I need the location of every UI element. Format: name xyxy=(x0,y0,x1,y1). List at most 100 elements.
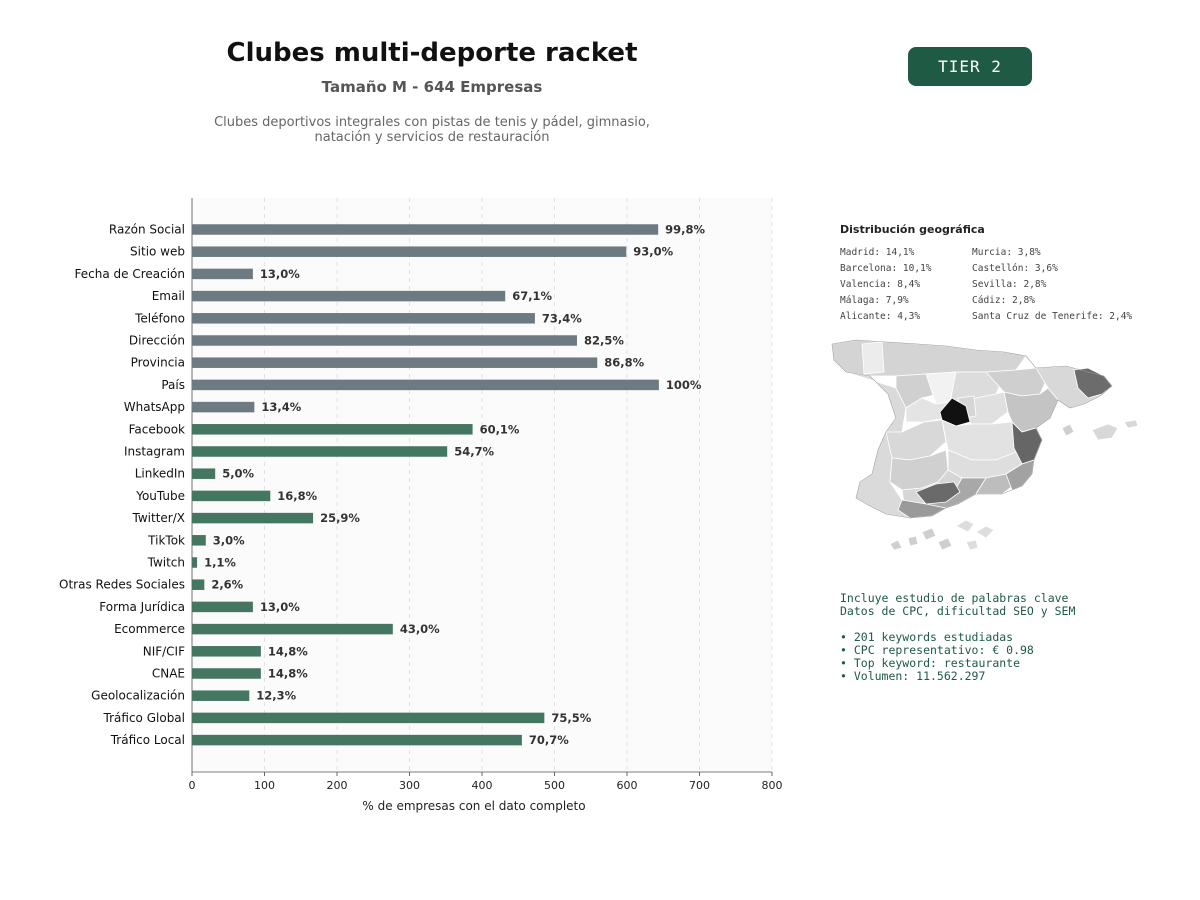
data-label: 43,0% xyxy=(400,622,440,636)
category-label: Otras Redes Sociales xyxy=(59,578,185,592)
page-title: Clubes multi-deporte racket xyxy=(226,38,638,68)
geo-item: Alicante: 4,3% xyxy=(840,311,921,322)
x-axis-label: % de empresas con el dato completo xyxy=(362,799,585,813)
x-tick-label: 500 xyxy=(544,779,565,792)
category-label: Razón Social xyxy=(109,223,185,237)
category-label: Sitio web xyxy=(130,245,185,259)
bar xyxy=(192,712,545,724)
geo-item: Málaga: 7,9% xyxy=(840,295,909,306)
data-label: 2,6% xyxy=(211,578,243,592)
category-label: YouTube xyxy=(135,489,185,503)
x-tick-label: 400 xyxy=(472,779,493,792)
data-label: 14,8% xyxy=(268,644,308,658)
category-label: TikTok xyxy=(147,533,185,547)
data-label: 67,1% xyxy=(512,289,552,303)
bar xyxy=(192,468,216,479)
bar xyxy=(192,446,448,457)
category-label: Teléfono xyxy=(134,311,185,325)
x-tick-label: 800 xyxy=(762,779,783,792)
data-label: 3,0% xyxy=(213,533,245,547)
tier-badge: TIER 2 xyxy=(908,47,1032,86)
category-label: Email xyxy=(152,289,185,303)
category-label: Forma Jurídica xyxy=(99,600,185,614)
keyword-bullet: • 201 keywords estudiadas xyxy=(840,630,1014,644)
data-label: 100% xyxy=(666,378,702,392)
x-tick-label: 600 xyxy=(617,779,638,792)
data-label: 14,8% xyxy=(268,667,308,681)
category-label: Instagram xyxy=(124,445,185,459)
data-label: 12,3% xyxy=(256,689,296,703)
bar xyxy=(192,401,255,413)
x-tick-label: 700 xyxy=(689,779,710,792)
bar xyxy=(192,535,206,546)
category-label: Provincia xyxy=(131,356,185,370)
bar xyxy=(192,246,627,257)
data-label: 82,5% xyxy=(584,334,624,348)
data-label: 16,8% xyxy=(277,489,317,503)
category-label: Facebook xyxy=(129,422,185,436)
geo-item: Murcia: 3,8% xyxy=(972,247,1041,258)
category-label: Ecommerce xyxy=(114,622,185,636)
geo-item: Castellón: 3,6% xyxy=(972,263,1058,274)
geo-item: Madrid: 14,1% xyxy=(840,247,915,258)
category-label: Tráfico Global xyxy=(103,711,185,725)
bar xyxy=(192,268,253,280)
data-label: 73,4% xyxy=(542,311,582,325)
bar xyxy=(192,290,506,302)
geo-item: Barcelona: 10,1% xyxy=(840,263,932,274)
data-label: 86,8% xyxy=(604,356,644,370)
bar xyxy=(192,224,659,235)
page-description: Clubes deportivos integrales con pistas … xyxy=(132,115,732,145)
data-label: 13,0% xyxy=(260,267,300,281)
geo-item: Cádiz: 2,8% xyxy=(972,295,1035,306)
x-tick-label: 200 xyxy=(327,779,348,792)
category-label: WhatsApp xyxy=(124,400,185,414)
bar xyxy=(192,646,261,657)
keywords-line-1: Incluye estudio de palabras clave xyxy=(840,591,1069,605)
data-label: 5,0% xyxy=(222,467,254,481)
data-label: 75,5% xyxy=(551,711,591,725)
bar xyxy=(192,379,659,391)
data-label: 93,0% xyxy=(633,245,673,259)
bar-chart: 0 100 200 300 400 500 600 700 800 Razón Social 99,… xyxy=(59,198,783,813)
bar xyxy=(192,601,253,613)
category-label: Dirección xyxy=(129,334,185,348)
spain-province-map xyxy=(831,339,1139,551)
bar xyxy=(192,512,314,524)
keyword-bullet: • Volumen: 11.562.297 xyxy=(840,669,986,683)
geo-item: Sevilla: 2,8% xyxy=(972,279,1047,290)
category-label: Twitch xyxy=(147,556,185,570)
geo-item: Santa Cruz de Tenerife: 2,4% xyxy=(972,311,1133,322)
keyword-bullet: • Top keyword: restaurante xyxy=(840,656,1021,670)
description-line-2: natación y servicios de restauración xyxy=(314,130,550,145)
category-label: Geolocalización xyxy=(91,689,185,703)
bar xyxy=(192,357,598,368)
data-label: 1,1% xyxy=(204,556,236,570)
bar xyxy=(192,690,250,701)
data-label: 99,8% xyxy=(665,223,705,237)
category-label: CNAE xyxy=(152,667,185,681)
data-label: 60,1% xyxy=(480,422,520,436)
keywords-line-2: Datos de CPC, dificultad SEO y SEM xyxy=(840,604,1076,618)
data-label: 54,7% xyxy=(454,445,494,459)
bar xyxy=(192,734,522,746)
description-line-1: Clubes deportivos integrales con pistas … xyxy=(214,115,650,130)
bar xyxy=(192,557,198,568)
category-label: Twitter/X xyxy=(132,511,185,525)
bar xyxy=(192,668,261,679)
bar xyxy=(192,490,271,502)
page-subtitle: Tamaño M - 644 Empresas xyxy=(321,78,543,96)
x-tick-label: 300 xyxy=(399,779,420,792)
bar xyxy=(192,424,473,435)
data-label: 70,7% xyxy=(529,733,569,747)
bar xyxy=(192,335,577,346)
plot-area xyxy=(192,198,772,772)
geo-distribution-title: Distribución geográfica xyxy=(840,223,985,236)
geo-item: Valencia: 8,4% xyxy=(840,279,921,290)
bar xyxy=(192,579,205,590)
keyword-bullet: • CPC representativo: € 0.98 xyxy=(840,643,1034,657)
x-tick-label: 0 xyxy=(189,779,196,792)
category-label: LinkedIn xyxy=(135,467,185,481)
data-label: 13,4% xyxy=(261,400,301,414)
data-label: 25,9% xyxy=(320,511,360,525)
